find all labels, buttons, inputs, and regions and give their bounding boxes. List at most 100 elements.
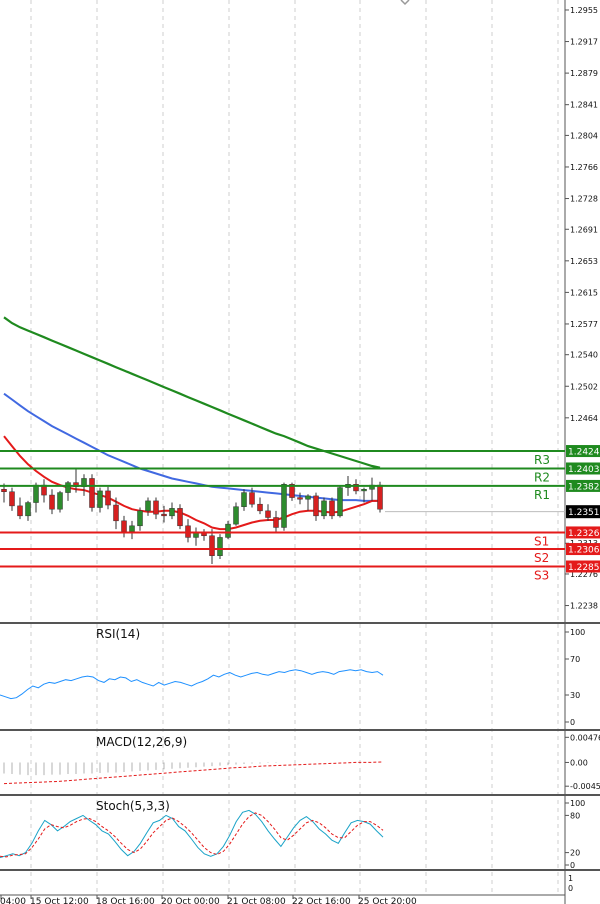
candle-body xyxy=(249,492,255,505)
price-tick-label: 1.2917 xyxy=(570,38,598,47)
candle-body xyxy=(329,500,335,517)
candle-body xyxy=(257,503,263,512)
indicator-tick-label: 0 xyxy=(570,861,575,870)
candle-body xyxy=(353,484,359,492)
indicator-tick-label: -0.0045 xyxy=(570,782,600,791)
bottom-tick-0: 0 xyxy=(568,884,573,893)
indicator-tick-label: 70 xyxy=(570,655,580,664)
candle-body xyxy=(97,490,103,508)
candle-body xyxy=(105,490,111,506)
price-tick-label: 1.2464 xyxy=(570,414,598,423)
price-tick-label: 1.2728 xyxy=(570,195,598,204)
candle-body xyxy=(153,500,159,515)
level-name-r3: R3 xyxy=(534,453,550,467)
level-tag-label: 1.2326 xyxy=(568,529,600,539)
pivot-levels: R3 1.2424 R2 1.2403 R1 1.2382 S1 1.2326 S2 1.2306… xyxy=(0,445,600,583)
candle-body xyxy=(161,513,167,517)
level-tag-label: 1.2424 xyxy=(568,448,600,458)
candle-body xyxy=(129,525,135,532)
candle-body xyxy=(321,500,327,517)
level-tag-bg xyxy=(566,479,600,492)
candle-body xyxy=(233,506,239,525)
level-name-r1: R1 xyxy=(534,488,550,502)
candle-body xyxy=(281,484,287,528)
time-tick-label: 18 Oct 16:00 xyxy=(96,897,155,904)
candle-body xyxy=(209,535,215,556)
time-ticks: 04:00 15 Oct 12:00 18 Oct 16:00 20 Oct 00:0… xyxy=(0,895,417,904)
candle-body xyxy=(57,492,63,510)
indicator-tick-label: 80 xyxy=(570,811,580,820)
price-tick-label: 1.2238 xyxy=(570,602,598,611)
level-name-r2: R2 xyxy=(534,470,550,484)
indicator-tick-label: 20 xyxy=(570,849,580,858)
price-tick-label: 1.2540 xyxy=(570,351,598,360)
price-tick-label: 1.2653 xyxy=(570,257,598,266)
level-name-s3: S3 xyxy=(534,569,549,583)
price-tick-label: 1.2502 xyxy=(570,382,598,391)
level-name-s1: S1 xyxy=(534,534,549,548)
candle-body xyxy=(121,520,127,532)
price-tick-label: 1.2276 xyxy=(570,570,598,579)
candle-body xyxy=(217,537,223,556)
current-price-tag: 1.2351 xyxy=(566,505,600,518)
indicator-tick-label: 0.00476 xyxy=(570,733,600,742)
indicator-tick-label: 0 xyxy=(570,718,575,727)
current-price-bg xyxy=(566,505,600,519)
level-tag-label: 1.2403 xyxy=(568,465,600,475)
price-tick-label: 1.2879 xyxy=(570,69,598,78)
level-tag-bg xyxy=(566,560,600,573)
candle-body xyxy=(145,500,151,512)
macd-title: MACD(12,26,9) xyxy=(96,735,187,749)
indicator-tick-label: 0.00 xyxy=(570,758,588,767)
stoch-d-line xyxy=(0,812,384,858)
time-tick-label: 21 Oct 08:00 xyxy=(227,897,286,904)
candle-body xyxy=(337,487,343,517)
indicator-tick-label: 100 xyxy=(570,628,585,637)
price-tick-label: 1.2841 xyxy=(570,101,598,110)
candle-body xyxy=(377,484,383,510)
candle-body xyxy=(137,510,143,527)
candle-body xyxy=(297,497,303,500)
candle-body xyxy=(33,484,39,503)
candle-body xyxy=(313,495,319,517)
price-tick-label: 1.2577 xyxy=(570,320,598,329)
price-tick-label: 1.2955 xyxy=(570,6,598,15)
level-tag-label: 1.2285 xyxy=(568,563,600,573)
bottom-tick-1: 1 xyxy=(568,874,573,883)
level-tag-bg xyxy=(566,526,600,539)
price-tick-label: 1.2691 xyxy=(570,225,598,234)
price-panel xyxy=(0,0,565,623)
indicator-tick-label: 100 xyxy=(570,799,585,808)
level-tag-bg xyxy=(566,543,600,556)
price-tick-label: 1.2766 xyxy=(570,163,598,172)
time-tick-label: 25 Oct 20:00 xyxy=(358,897,417,904)
vertical-grid xyxy=(30,0,559,895)
candle-body xyxy=(1,489,7,492)
candle-body xyxy=(25,502,31,517)
candle-body xyxy=(265,510,271,518)
rsi-line xyxy=(0,669,384,700)
rsi-title: RSI(14) xyxy=(96,627,140,641)
level-tag-label: 1.2306 xyxy=(568,546,600,556)
indicator-tick-label: 30 xyxy=(570,691,580,700)
time-tick-label: 22 Oct 16:00 xyxy=(292,897,351,904)
level-tag-label: 1.2382 xyxy=(568,482,600,492)
price-tick-label: 1.2804 xyxy=(570,131,598,140)
candle-body xyxy=(289,484,295,498)
chevron-down-icon xyxy=(400,0,410,6)
level-tag-bg xyxy=(566,445,600,458)
rsi-ticks: 100 70 30 0 xyxy=(565,628,585,727)
price-tick-label: 1.2615 xyxy=(570,288,598,297)
ma-slow-line xyxy=(3,316,381,469)
level-tag-bg xyxy=(566,462,600,475)
candle-body xyxy=(9,491,15,507)
candle-body xyxy=(89,478,95,508)
candles xyxy=(1,469,383,565)
candle-body xyxy=(49,494,55,510)
macd-signal-line xyxy=(3,761,384,785)
candle-body xyxy=(225,523,231,538)
macd-ticks: 0.00476 0.00 -0.0045 xyxy=(565,733,600,791)
stoch-title: Stoch(5,3,3) xyxy=(96,799,170,813)
level-name-s2: S2 xyxy=(534,551,549,565)
